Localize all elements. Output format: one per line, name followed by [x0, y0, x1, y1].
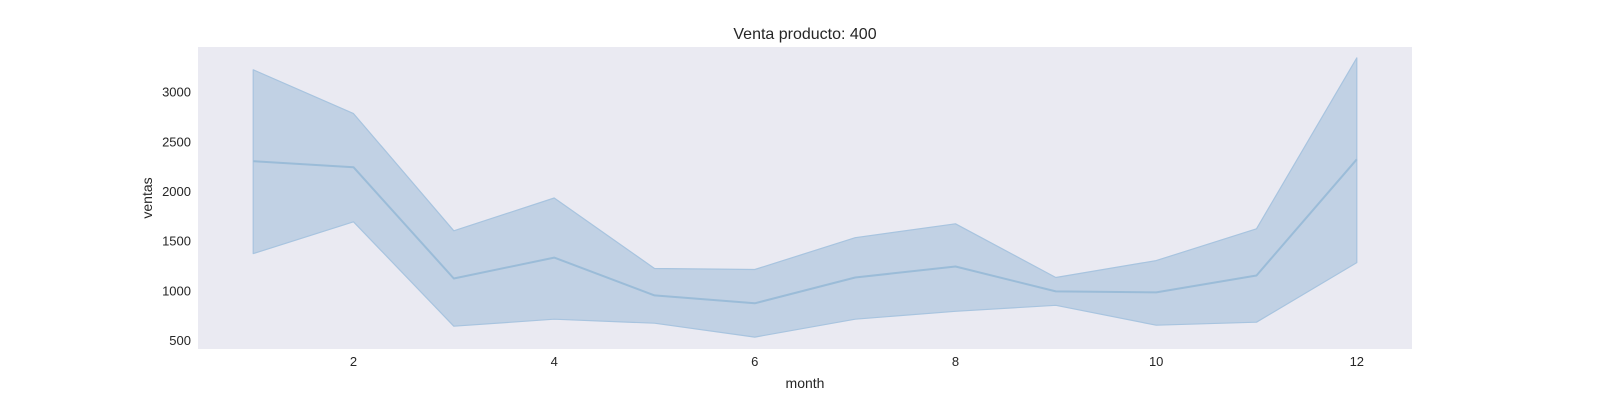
confidence-band-layer: [252, 57, 1358, 338]
x-tick-label: 8: [952, 354, 959, 369]
y-axis-ticks: 500 1000 1500 2000 2500 3000: [162, 85, 191, 348]
y-tick-label: 2500: [162, 134, 191, 149]
x-tick-label: 6: [751, 354, 758, 369]
series-line-layer: [253, 158, 1358, 305]
y-tick-label: 1000: [162, 283, 191, 298]
y-tick-label: 2000: [162, 184, 191, 199]
x-axis-label: month: [786, 375, 825, 391]
y-axis-label: ventas: [139, 177, 155, 218]
x-axis-ticks: 2 4 6 8 10 12: [350, 354, 1364, 369]
series-line: [253, 158, 1358, 305]
x-tick-label: 2: [350, 354, 357, 369]
x-tick-label: 4: [551, 354, 558, 369]
y-tick-label: 3000: [162, 85, 191, 100]
y-tick-label: 500: [169, 333, 191, 348]
confidence-band: [252, 57, 1358, 338]
x-tick-label: 12: [1350, 354, 1364, 369]
chart-title: Venta producto: 400: [733, 26, 876, 43]
x-tick-label: 10: [1149, 354, 1163, 369]
y-tick-label: 1500: [162, 234, 191, 249]
